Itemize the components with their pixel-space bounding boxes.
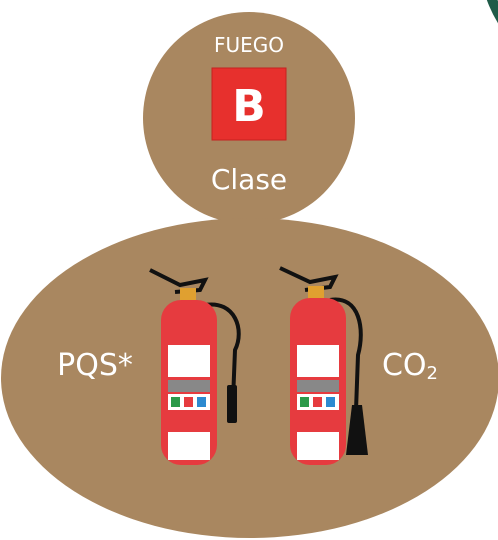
infographic: FUEGO B Clase PQS* CO2	[0, 0, 498, 540]
pqs-label: PQS*	[57, 348, 133, 383]
class-letter: B	[232, 81, 266, 132]
fuego-label: FUEGO	[214, 33, 284, 57]
co2-base: CO	[382, 348, 427, 383]
clase-label: Clase	[211, 163, 287, 196]
corner-shape	[480, 0, 498, 80]
co2-sub: 2	[427, 363, 438, 384]
